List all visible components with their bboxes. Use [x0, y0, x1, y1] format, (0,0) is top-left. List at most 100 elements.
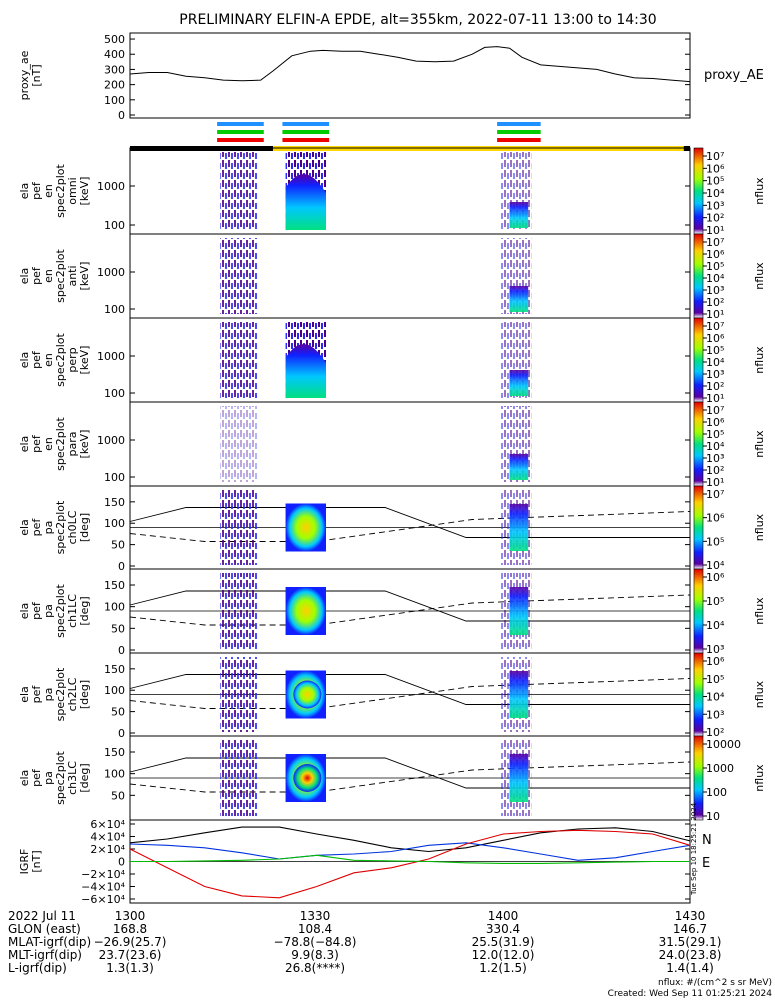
colorbar-tick-label: 10⁴ [706, 691, 725, 704]
y-tick-label: 2×10⁴ [90, 843, 125, 856]
burst-1 [220, 238, 258, 314]
footer-label: GLON (east) [8, 922, 81, 936]
colorbar [693, 401, 704, 487]
y-tick-label: 0 [118, 109, 125, 122]
ylabel-line: pef [30, 350, 43, 369]
legend-n: N [702, 833, 712, 848]
colorbar [693, 317, 704, 403]
footer-value: 1.4(1.4) [666, 961, 714, 975]
ylabel-line: ch1LC [66, 594, 79, 628]
colorbar-tick-label: 10³ [706, 708, 724, 721]
colorbar-tick-label: 10 [706, 810, 720, 823]
ylabel-line: spec2plot [54, 333, 67, 387]
ylabel-line: ela [18, 436, 31, 453]
y-tick-label: 100 [104, 471, 125, 484]
colorbar-tick-label: 10⁴ [706, 440, 725, 453]
ylabel-line: pa [42, 688, 55, 702]
footer-value: −26.9(25.7) [94, 935, 167, 949]
colorbar-tick-label: 10⁶ [706, 332, 725, 345]
colorbar-tick-label: 10⁴ [706, 559, 725, 572]
ylabel-line: proxy_ae [18, 50, 31, 100]
ylabel-line: ela [18, 268, 31, 285]
footer-label: MLT-igrf(dip) [8, 948, 82, 962]
colorbar-tick-label: 10⁷ [706, 404, 724, 417]
y-tick-label: 1000 [97, 180, 125, 193]
colorbar-tick-label: 10³ [706, 452, 724, 465]
footer-label: L-igrf(dip) [8, 961, 67, 975]
y-tick-label: 100 [104, 219, 125, 232]
colorbar-tick-label: 10¹ [706, 224, 724, 237]
y-tick-label: 300 [104, 63, 125, 76]
colorbar-tick-label: 10³ [706, 643, 724, 656]
ylabel-line: omni [66, 177, 79, 204]
colorbar-tick-label: 10⁶ [706, 512, 725, 525]
y-tick-label: 0 [118, 560, 125, 573]
colorbar-tick-label: 10⁶ [706, 655, 725, 668]
ylabel-line: [keV] [78, 430, 91, 459]
colorbar-tick-label: 10⁵ [706, 260, 724, 273]
y-tick-label: 0 [118, 644, 125, 657]
y-tick-label: 400 [104, 48, 125, 61]
ylabel-line: ela [18, 352, 31, 369]
colorbar-tick-label: 10² [706, 726, 724, 739]
igrf-series-0 [129, 826, 691, 853]
igrf-series-1 [129, 842, 691, 861]
colorbar-label: nflux [753, 597, 766, 625]
ylabel-line: [nT] [30, 64, 43, 86]
burst-1 [220, 322, 258, 398]
colorbar-tick-label: 10⁴ [706, 272, 725, 285]
fgm-bar [217, 138, 264, 142]
colorbar-tick-label: 10² [706, 296, 724, 309]
colorbar-tick-label: 10¹ [706, 392, 724, 405]
y-tick-label: 100 [104, 684, 125, 697]
ylabel-line: pa [42, 604, 55, 618]
footer-value: 1.2(1.5) [479, 961, 527, 975]
y-tick-label: 100 [104, 303, 125, 316]
y-tick-label: 50 [111, 539, 125, 552]
spectrogram-data [220, 573, 532, 649]
y-tick-label: 1000 [97, 350, 125, 363]
loss-cone-line [129, 590, 690, 622]
fgm-bar [282, 122, 330, 126]
colorbar-tick-label: 10⁶ [706, 248, 725, 261]
spectrogram-data [220, 322, 532, 398]
footer-value: 9.9(8.3) [291, 948, 339, 962]
colorbar-tick-label: 10⁵ [706, 673, 724, 686]
burst-3 [509, 587, 529, 635]
footer-value: 108.4 [298, 922, 332, 936]
ylabel-line: [deg] [78, 680, 91, 709]
footer-value: 168.8 [113, 922, 147, 936]
footer-value: 330.4 [486, 922, 520, 936]
ylabel-line: pa [42, 771, 55, 785]
created-stamp: Created: Wed Sep 11 01:25:21 2024 [608, 989, 773, 999]
y-tick-label: 100 [104, 768, 125, 781]
burst-3 [509, 504, 529, 551]
ylabel-line: en [42, 353, 55, 367]
ylabel-line: [nT] [30, 850, 43, 872]
ylabel-line: ch3LC [66, 761, 79, 795]
colorbar-tick-label: 10¹ [706, 476, 724, 489]
ylabel-line: [deg] [78, 763, 91, 792]
y-tick-label: 50 [111, 789, 125, 802]
ylabel-line: ch0LC [66, 510, 79, 544]
colorbar [693, 485, 704, 570]
panel-perp: ela pef en spec2plot perp [keV] 100010010⁷10⁶1… [18, 317, 766, 405]
fgm-bar [497, 138, 541, 142]
spectrogram-data [220, 740, 532, 816]
ylabel-line: ela [18, 770, 31, 787]
ylabel-line: anti [66, 265, 79, 286]
fgm-bar [217, 122, 264, 126]
ylabel-line: pef [30, 518, 43, 537]
colorbar-tick-label: 10⁵ [706, 535, 724, 548]
anti-loss-cone-line [129, 594, 691, 626]
ylabel-line: spec2plot [54, 249, 67, 303]
colorbar-label: nflux [753, 513, 766, 541]
y-tick-label: 0 [118, 727, 125, 740]
y-tick-label: 100 [104, 601, 125, 614]
y-tick-label: −4×10⁴ [81, 881, 125, 894]
y-tick-label: 50 [111, 706, 125, 719]
footer-value: 1430 [675, 909, 706, 923]
burst-2 [285, 587, 326, 635]
